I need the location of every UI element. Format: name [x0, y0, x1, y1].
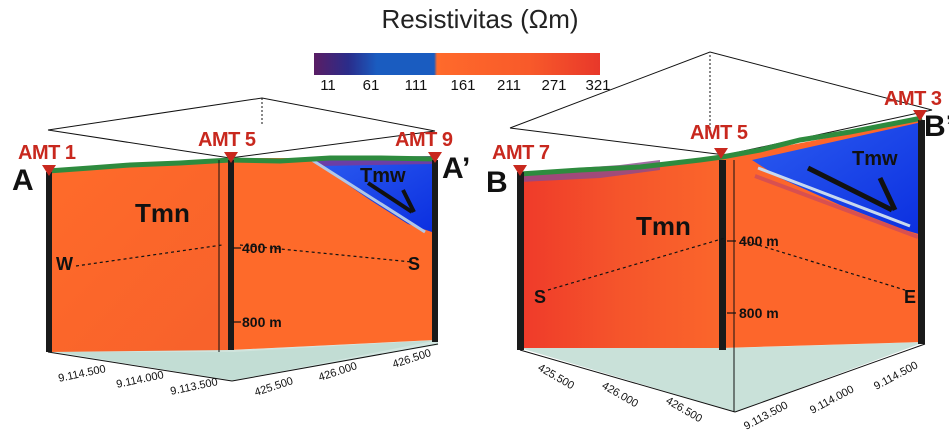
left-top-frame: [47, 97, 436, 159]
left-block-diagram: [42, 97, 442, 382]
left-unit-tmw: Tmw: [360, 165, 406, 187]
right-unit-tmn: Tmn: [636, 211, 691, 241]
left-face-left: [48, 158, 230, 352]
right-marker-amt5: [714, 148, 728, 159]
left-depth-400: 400 m: [242, 240, 282, 256]
left-marker-amt9: [428, 152, 442, 163]
left-dir-w: W: [56, 254, 73, 274]
right-base-plane: [520, 342, 925, 412]
right-dir-e: E: [904, 287, 917, 307]
right-base-edge-2: [734, 343, 926, 413]
left-section-start: A: [12, 164, 34, 197]
right-station-amt5: AMT 5: [690, 122, 748, 144]
left-base-edge-2: [231, 343, 439, 382]
left-station-amt9: AMT 9: [395, 129, 453, 151]
right-unit-tmw: Tmw: [852, 148, 898, 170]
colorbar-tick: 321: [585, 77, 611, 94]
right-section-end: B’: [924, 110, 949, 143]
left-borehole-amt9: [432, 160, 438, 342]
right-marker-amt3: [913, 110, 927, 121]
right-base-edge-1: [519, 349, 736, 413]
right-se-dash-1: [547, 237, 726, 291]
right-block-diagram: [509, 51, 933, 413]
right-face-left: [520, 158, 722, 348]
colorbar-tick: 11: [320, 77, 336, 94]
left-marker-amt1: [42, 165, 56, 176]
right-tmw-fault-2: [877, 176, 898, 212]
right-tmw-fault-1: [806, 165, 894, 213]
right-borehole-amt5: [719, 160, 726, 350]
right-tmw-conductor: [752, 122, 922, 235]
left-tmw-conductor: [312, 158, 432, 232]
colorbar-tick: 61: [362, 77, 380, 94]
colorbar-title: Resistivitas (Ωm): [381, 4, 579, 34]
left-section-end: A’: [442, 152, 471, 185]
left-base-edge-1: [47, 351, 233, 382]
left-borehole-amt1: [46, 172, 52, 352]
right-station-amt3: AMT 3: [884, 88, 942, 110]
left-tmw-boundary: [311, 158, 426, 234]
left-dir-s: S: [408, 254, 421, 274]
left-station-amt5: AMT 5: [198, 129, 256, 151]
right-tmw-boundary-red: [754, 174, 919, 239]
right-marker-amt7: [513, 165, 527, 176]
left-borehole-amt5: [228, 160, 234, 350]
left-depth-800: 800 m: [242, 314, 282, 330]
colorbar-tick: 271: [541, 77, 567, 94]
right-station-amt7: AMT 7: [492, 142, 550, 164]
right-depth-800: 800 m: [739, 305, 779, 321]
right-depth-400: 400 m: [739, 233, 779, 249]
right-top-frame: [509, 51, 933, 156]
left-ws-dash-2: [239, 244, 413, 263]
right-borehole-amt7: [517, 172, 524, 350]
right-dir-s: S: [534, 287, 547, 307]
right-tmw-boundary-light: [757, 166, 911, 228]
colorbar-tick: 161: [450, 77, 476, 94]
right-section-start: B: [486, 166, 508, 199]
left-tmw-fault-2: [401, 189, 416, 213]
colorbar-tick: 211: [497, 77, 521, 94]
right-se-dash-2: [741, 239, 906, 291]
left-ws-dash-1: [75, 244, 223, 267]
colorbar: [314, 53, 600, 75]
left-marker-amt5: [224, 152, 238, 163]
left-unit-tmn: Tmn: [135, 198, 190, 228]
left-station-amt1: AMT 1: [18, 142, 76, 164]
left-tmw-fault-1: [366, 181, 414, 214]
colorbar-scale: [314, 53, 600, 75]
right-borehole-amt3: [918, 120, 925, 344]
colorbar-tick: 111: [404, 77, 428, 94]
